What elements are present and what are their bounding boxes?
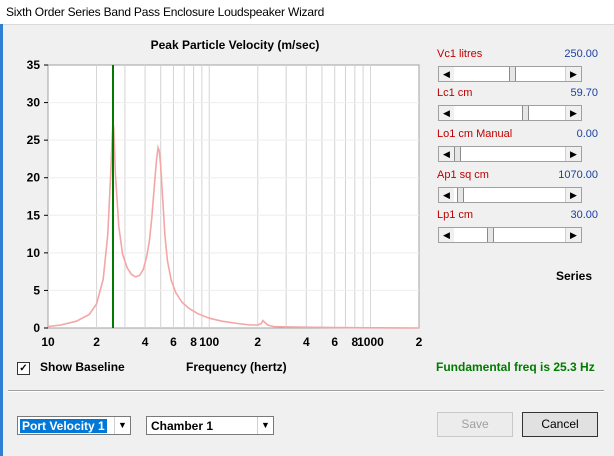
arrow-left-icon[interactable]: ◀ bbox=[439, 188, 455, 202]
arrow-right-icon[interactable]: ▶ bbox=[565, 67, 581, 81]
scrollbar-thumb[interactable] bbox=[486, 228, 494, 242]
x-tick-label: 100 bbox=[199, 335, 219, 349]
scrollbar-thumb[interactable] bbox=[457, 188, 465, 202]
x-tick-label: 8 bbox=[351, 335, 358, 349]
parameter-scrollbar[interactable]: ◀ ▶ bbox=[438, 66, 582, 82]
arrow-right-icon[interactable]: ▶ bbox=[565, 188, 581, 202]
y-tick-label: 35 bbox=[27, 58, 41, 72]
scrollbar-track[interactable] bbox=[454, 188, 566, 202]
parameter-scrollbar[interactable]: ◀ ▶ bbox=[438, 105, 582, 121]
show-baseline-checkbox[interactable]: ✓ bbox=[17, 362, 30, 375]
arrow-right-icon[interactable]: ▶ bbox=[565, 228, 581, 242]
output-select[interactable]: Port Velocity 1 ▼ bbox=[17, 416, 131, 435]
save-button[interactable]: Save bbox=[437, 412, 513, 437]
series-label: Series bbox=[556, 269, 593, 283]
x-tick-label: 6 bbox=[331, 335, 338, 349]
chevron-down-icon[interactable]: ▼ bbox=[114, 417, 130, 434]
x-tick-label: 1000 bbox=[357, 335, 384, 349]
parameter-scrollbar[interactable]: ◀ ▶ bbox=[438, 146, 582, 162]
x-axis-label: Frequency (hertz) bbox=[186, 360, 287, 374]
scrollbar-thumb[interactable] bbox=[521, 106, 529, 120]
scrollbar-track[interactable] bbox=[454, 106, 566, 120]
window-left-border bbox=[0, 24, 3, 456]
cancel-button[interactable]: Cancel bbox=[522, 412, 598, 437]
y-tick-label: 5 bbox=[33, 283, 40, 297]
arrow-left-icon[interactable]: ◀ bbox=[439, 106, 455, 120]
slider-label: Lo1 cm Manual bbox=[437, 128, 513, 140]
y-tick-label: 25 bbox=[27, 133, 41, 147]
slider-value: 59.70 bbox=[570, 87, 598, 99]
chevron-down-icon[interactable]: ▼ bbox=[257, 417, 273, 434]
scrollbar-thumb[interactable] bbox=[508, 67, 516, 81]
slider-value: 1070.00 bbox=[558, 169, 598, 181]
x-tick-label: 2 bbox=[416, 335, 423, 349]
scrollbar-track[interactable] bbox=[454, 147, 566, 161]
arrow-right-icon[interactable]: ▶ bbox=[565, 106, 581, 120]
arrow-left-icon[interactable]: ◀ bbox=[439, 147, 455, 161]
parameter-scrollbar[interactable]: ◀ ▶ bbox=[438, 187, 582, 203]
slider-value: 30.00 bbox=[570, 209, 598, 221]
arrow-right-icon[interactable]: ▶ bbox=[565, 147, 581, 161]
slider-label: Lp1 cm bbox=[437, 209, 474, 221]
x-tick-label: 10 bbox=[41, 335, 55, 349]
slider-value: 250.00 bbox=[564, 48, 598, 60]
y-tick-label: 20 bbox=[27, 171, 41, 185]
x-tick-label: 8 bbox=[190, 335, 197, 349]
parameter-scrollbar[interactable]: ◀ ▶ bbox=[438, 227, 582, 243]
x-tick-label: 4 bbox=[142, 335, 149, 349]
output-select-value: Port Velocity 1 bbox=[20, 419, 107, 433]
x-tick-label: 4 bbox=[303, 335, 310, 349]
arrow-left-icon[interactable]: ◀ bbox=[439, 228, 455, 242]
y-tick-label: 30 bbox=[27, 96, 41, 110]
slider-label: Ap1 sq cm bbox=[437, 169, 489, 181]
check-mark-icon: ✓ bbox=[19, 363, 28, 374]
arrow-left-icon[interactable]: ◀ bbox=[439, 67, 455, 81]
y-tick-label: 10 bbox=[27, 246, 41, 260]
y-tick-label: 15 bbox=[27, 208, 41, 222]
slider-label: Vc1 litres bbox=[437, 48, 483, 60]
chamber-select-value: Chamber 1 bbox=[151, 419, 214, 433]
show-baseline-label[interactable]: Show Baseline bbox=[40, 360, 125, 374]
window-title: Sixth Order Series Band Pass Enclosure L… bbox=[6, 5, 325, 19]
x-tick-label: 6 bbox=[170, 335, 177, 349]
scrollbar-track[interactable] bbox=[454, 228, 566, 242]
fundamental-frequency-text: Fundamental freq is 25.3 Hz bbox=[436, 360, 595, 374]
x-tick-label: 2 bbox=[254, 335, 261, 349]
scrollbar-thumb[interactable] bbox=[454, 147, 461, 161]
chart-title: Peak Particle Velocity (m/sec) bbox=[150, 38, 320, 52]
separator bbox=[8, 390, 604, 392]
scrollbar-track[interactable] bbox=[454, 67, 566, 81]
title-bar: Sixth Order Series Band Pass Enclosure L… bbox=[0, 0, 614, 25]
slider-label: Lc1 cm bbox=[437, 87, 473, 99]
y-tick-label: 0 bbox=[33, 321, 40, 335]
chamber-select[interactable]: Chamber 1 ▼ bbox=[146, 416, 274, 435]
slider-value: 0.00 bbox=[576, 128, 598, 140]
x-tick-label: 2 bbox=[93, 335, 100, 349]
